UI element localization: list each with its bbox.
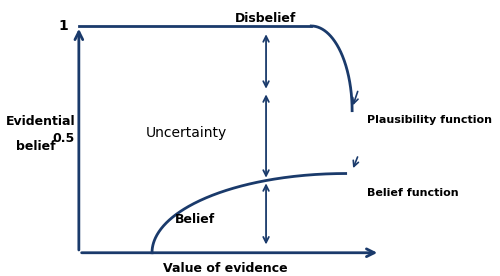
Text: 1: 1 <box>58 19 68 33</box>
Text: Uncertainty: Uncertainty <box>146 126 227 140</box>
Text: belief: belief <box>16 140 56 153</box>
Text: Belief function: Belief function <box>367 188 459 198</box>
Text: Plausibility function: Plausibility function <box>367 115 492 125</box>
Text: 0.5: 0.5 <box>52 131 74 145</box>
Text: Belief: Belief <box>175 213 215 227</box>
Text: Evidential: Evidential <box>6 115 75 128</box>
Text: Value of evidence: Value of evidence <box>163 262 288 275</box>
Text: Disbelief: Disbelief <box>236 12 296 25</box>
